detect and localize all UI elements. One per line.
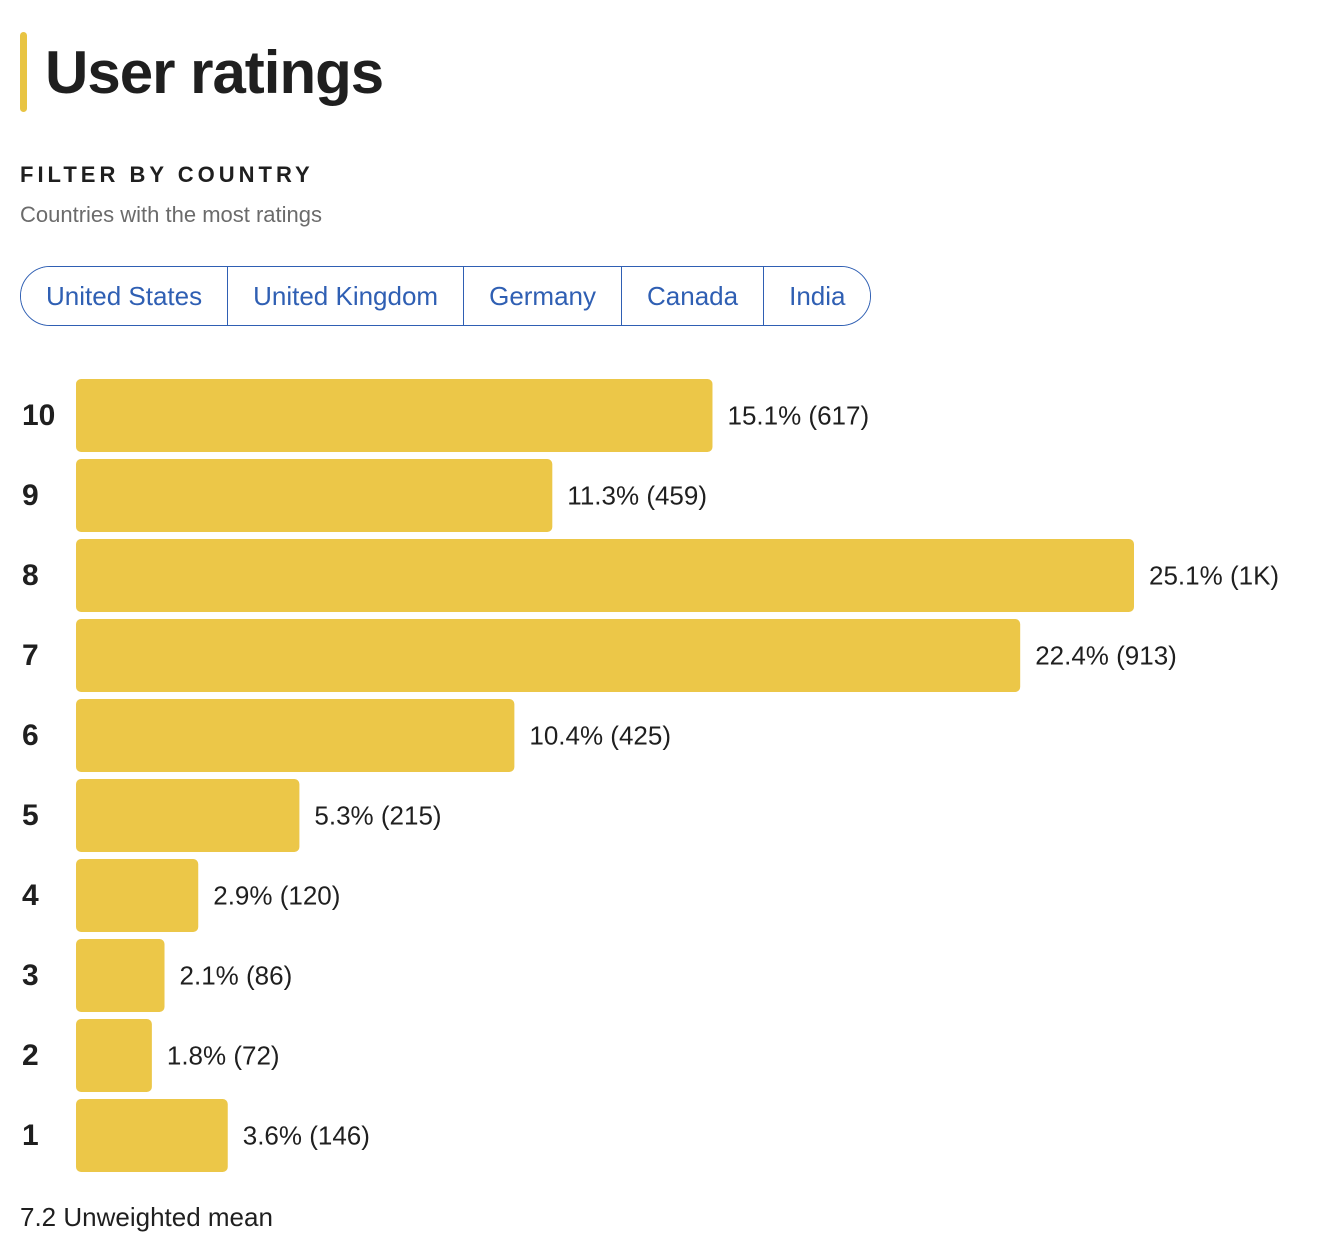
rating-bar-2[interactable] [76, 1019, 152, 1092]
unweighted-mean: 7.2 Unweighted mean [20, 1202, 273, 1232]
rating-label-7: 7 [22, 639, 39, 672]
rating-label-8: 8 [22, 559, 39, 592]
title-accent-bar [20, 32, 27, 112]
rating-value-label-4: 2.9% (120) [213, 881, 340, 911]
filter-subtitle: Countries with the most ratings [20, 202, 323, 227]
ratings-bar-chart: 10 15.1% (617)9 11.3% (459)8 25.1% (1K)7 22.… [22, 379, 1279, 1172]
rating-value-label-1: 3.6% (146) [243, 1121, 370, 1151]
rating-bar-9[interactable] [76, 459, 553, 532]
rating-bar-5[interactable] [76, 779, 300, 852]
rating-label-5: 5 [22, 799, 39, 832]
rating-bar-7[interactable] [76, 619, 1021, 692]
rating-bar-1[interactable] [76, 1099, 228, 1172]
rating-bar-10[interactable] [76, 379, 713, 452]
rating-label-10: 10 [22, 399, 55, 432]
rating-bar-8[interactable] [76, 539, 1134, 612]
rating-value-label-5: 5.3% (215) [314, 801, 441, 831]
rating-bar-3[interactable] [76, 939, 165, 1012]
rating-label-9: 9 [22, 479, 39, 512]
rating-bar-4[interactable] [76, 859, 199, 932]
country-button-united-states[interactable]: United States [21, 267, 229, 325]
rating-label-4: 4 [22, 879, 39, 912]
rating-value-label-10: 15.1% (617) [727, 401, 869, 431]
rating-value-label-9: 11.3% (459) [567, 481, 707, 511]
country-button-india[interactable]: India [764, 267, 871, 325]
rating-label-1: 1 [22, 1119, 39, 1152]
rating-value-label-6: 10.4% (425) [529, 721, 671, 751]
country-button-canada[interactable]: Canada [622, 267, 765, 325]
rating-value-label-8: 25.1% (1K) [1149, 561, 1279, 591]
country-button-germany[interactable]: Germany [464, 267, 623, 325]
rating-value-label-7: 22.4% (913) [1035, 641, 1177, 671]
rating-label-3: 3 [22, 959, 39, 992]
rating-value-label-2: 1.8% (72) [167, 1041, 280, 1071]
rating-bar-6[interactable] [76, 699, 515, 772]
country-filter-group: United States United Kingdom Germany Can… [20, 266, 872, 326]
rating-value-label-3: 2.1% (86) [180, 961, 293, 991]
filter-heading: FILTER BY COUNTRY [20, 162, 314, 187]
title-block: User ratings [20, 32, 384, 112]
rating-label-2: 2 [22, 1039, 39, 1072]
country-button-united-kingdom[interactable]: United Kingdom [228, 267, 465, 325]
page-title: User ratings [45, 38, 384, 106]
rating-label-6: 6 [22, 719, 39, 752]
